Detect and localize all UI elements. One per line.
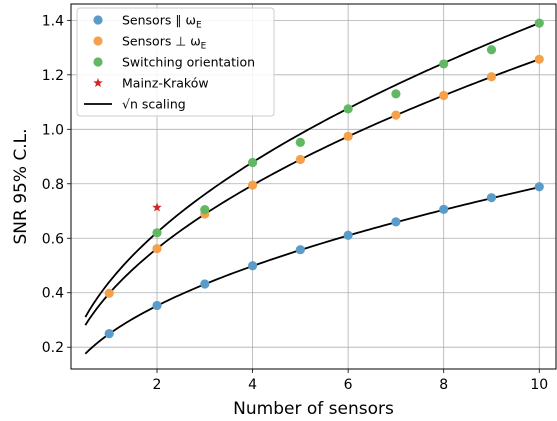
- parallel-point: [391, 217, 401, 227]
- perpendicular-point: [152, 244, 162, 254]
- x-tick-label: 2: [153, 377, 162, 393]
- switching-point: [295, 137, 305, 147]
- switching-point: [439, 59, 449, 69]
- axis-ticks: 2 4 6 8 10 0.2 0.4 0.6 0.8 1.0 1.2 1.4: [42, 13, 548, 393]
- mainz-krakow-point: [152, 202, 162, 212]
- legend-box: [76, 7, 275, 117]
- legend: Sensors ∥ ωE Sensors ⊥ ωE Switching orient…: [76, 7, 275, 117]
- y-tick-label: 1.4: [42, 13, 64, 29]
- legend-circle-marker: [93, 36, 103, 46]
- legend-label: √n scaling: [122, 97, 186, 112]
- switching-point: [486, 45, 497, 55]
- parallel-point: [439, 204, 449, 214]
- parallel-point: [152, 300, 162, 311]
- parallel-point: [104, 328, 114, 339]
- perpendicular-point: [247, 180, 258, 190]
- plot-frame: [70, 3, 557, 370]
- y-tick-label: 0.6: [42, 231, 64, 247]
- switching-point: [391, 89, 401, 99]
- legend-circle-marker: [93, 57, 103, 67]
- switching-point: [152, 228, 162, 238]
- perpendicular-point: [295, 154, 305, 165]
- legend-label: Switching orientation: [122, 55, 255, 70]
- x-tick-label: 8: [439, 377, 448, 393]
- x-tick-label: 6: [344, 377, 353, 393]
- y-axis-label: SNR 95% C.L.: [11, 128, 31, 244]
- y-tick-label: 0.2: [42, 340, 64, 356]
- y-tick-label: 0.4: [42, 286, 64, 302]
- parallel-point: [247, 261, 258, 271]
- switching-point: [343, 104, 353, 114]
- perpendicular-point: [439, 90, 449, 101]
- perpendicular-point: [343, 131, 353, 141]
- perpendicular-point: [391, 110, 401, 120]
- switching-point: [247, 157, 258, 168]
- sqrt-n-scaling-curve: [84, 22, 540, 318]
- sqrt-n-scaling-curve: [84, 186, 540, 355]
- perpendicular-point: [486, 72, 497, 82]
- y-tick-label: 1.0: [42, 122, 64, 138]
- perpendicular-point: [534, 54, 544, 64]
- y-tick-label: 0.8: [42, 177, 64, 193]
- x-axis-label: Number of sensors: [233, 399, 394, 419]
- data-points: [104, 18, 544, 339]
- switching-point: [534, 18, 544, 28]
- x-tick-label: 4: [248, 377, 257, 393]
- parallel-point: [295, 245, 305, 255]
- legend-circle-marker: [93, 15, 103, 25]
- switching-point: [200, 205, 210, 215]
- legend-label: Mainz-Kraków: [122, 76, 209, 91]
- parallel-point: [343, 230, 353, 240]
- x-tick-label: 10: [530, 377, 548, 393]
- parallel-point: [534, 182, 544, 192]
- legend-star-marker: [93, 78, 103, 88]
- legend-label: Sensors ∥ ωE: [122, 13, 202, 31]
- y-tick-label: 1.2: [42, 68, 64, 84]
- parallel-point: [200, 279, 210, 289]
- parallel-point: [486, 193, 497, 203]
- legend-label: Sensors ⊥ ωE: [122, 34, 207, 52]
- sqrt-n-scaling-curve: [84, 58, 540, 326]
- perpendicular-point: [104, 288, 114, 298]
